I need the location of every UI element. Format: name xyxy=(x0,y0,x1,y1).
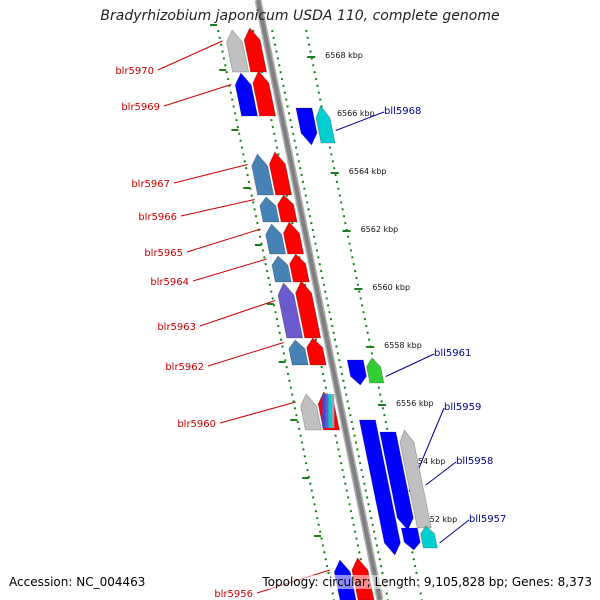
forward-gene-leader xyxy=(199,300,276,327)
forward-gene-label[interactable]: blr5956 xyxy=(214,589,253,600)
forward-gene-leader xyxy=(180,199,255,217)
forward-gene-label[interactable]: blr5963 xyxy=(157,322,196,333)
forward-gene-label[interactable]: blr5964 xyxy=(150,277,189,288)
forward-gene-arrow-blr5965 xyxy=(282,221,305,255)
forward-strand-inner xyxy=(252,29,370,600)
reverse-gene-label[interactable]: bll5957 xyxy=(469,514,506,525)
forward-gene-label[interactable]: blr5969 xyxy=(121,102,160,113)
reverse-gene-label[interactable]: bll5958 xyxy=(456,456,493,467)
gene-cluster-mark xyxy=(325,394,329,428)
scale-tick-label: 6560 kbp xyxy=(372,283,410,292)
scale-tick-label: 6562 kbp xyxy=(361,225,399,234)
forward-gene-arrow-blr5967 xyxy=(268,151,293,196)
scale-tick-label: 6556 kbp xyxy=(396,399,434,408)
reverse-gene-label[interactable]: bll5961 xyxy=(434,348,471,359)
reverse-gene-label[interactable]: bll5959 xyxy=(444,402,481,413)
forward-gene-blr5970 xyxy=(226,29,250,73)
forward-gene-arrow-blr5963 xyxy=(295,280,322,339)
reverse-gene-leader xyxy=(385,353,435,377)
topology-text: Topology: circular; Length: 9,105,828 bp… xyxy=(262,575,592,589)
scale-tick-label: 6568 kbp xyxy=(325,51,363,60)
forward-gene-leader xyxy=(157,40,223,71)
reverse-gene-blue-bll5958 xyxy=(379,431,414,531)
gene-cluster-mark xyxy=(331,394,335,428)
forward-gene-blr5969 xyxy=(234,72,259,117)
forward-gene-label[interactable]: blr5960 xyxy=(177,419,216,430)
forward-gene-leader xyxy=(163,84,232,107)
forward-gene-arrow-blr5969 xyxy=(252,70,277,117)
forward-gene-label[interactable]: blr5967 xyxy=(131,179,170,190)
reverse-gene-bll5959 xyxy=(358,419,401,556)
forward-gene-leader xyxy=(192,258,267,282)
forward-gene-leader xyxy=(207,342,284,367)
scale-tick-label: 6554 kbp xyxy=(408,457,446,466)
accession-text: Accession: NC_004463 xyxy=(9,575,146,589)
forward-gene-arrow-blr5970 xyxy=(243,27,268,73)
reverse-gene-blue-bll5961 xyxy=(346,359,367,386)
forward-gene-arrow-blr5962 xyxy=(306,337,327,366)
reverse-gene-blue-bll5968 xyxy=(295,107,318,146)
gene-cluster-mark xyxy=(328,394,332,428)
backbone xyxy=(256,0,382,600)
reverse-gene-bll5957 xyxy=(420,525,438,549)
scale-tick-label: 6564 kbp xyxy=(349,167,387,176)
forward-gene-blr5967 xyxy=(251,153,275,196)
forward-gene-label[interactable]: blr5965 xyxy=(144,248,183,259)
forward-gene-arrow-blr5964 xyxy=(289,253,310,283)
forward-gene-label[interactable]: blr5970 xyxy=(115,66,154,77)
forward-gene-leader xyxy=(173,164,248,184)
scale-tick-label: 6558 kbp xyxy=(384,341,422,350)
forward-strand-outer xyxy=(217,29,335,600)
forward-gene-label[interactable]: blr5966 xyxy=(138,212,177,223)
forward-gene-leader xyxy=(186,228,261,253)
forward-gene-blr5960 xyxy=(300,393,322,431)
forward-gene-blr5966 xyxy=(259,196,280,223)
reverse-gene-leader xyxy=(439,519,470,544)
reverse-gene-leader xyxy=(425,461,457,486)
scale-tick-label: 6566 kbp xyxy=(337,109,375,118)
forward-gene-leader xyxy=(219,401,296,424)
reverse-gene-leader xyxy=(335,111,385,131)
reverse-gene-bll5958 xyxy=(399,429,432,529)
reverse-strand-inner xyxy=(271,29,389,600)
scale-tick-label: 6552 kbp xyxy=(420,515,458,524)
forward-gene-blr5965 xyxy=(265,223,287,255)
reverse-gene-blue-bll5957 xyxy=(400,527,421,551)
reverse-gene-bll5961 xyxy=(366,357,385,384)
forward-gene-label[interactable]: blr5962 xyxy=(165,362,204,373)
reverse-gene-bll5968 xyxy=(315,105,336,144)
forward-gene-blr5963 xyxy=(277,282,304,339)
reverse-gene-label[interactable]: bll5968 xyxy=(384,106,421,117)
gene-cluster-mark xyxy=(322,394,326,428)
map-title: Bradyrhizobium japonicum USDA 110, compl… xyxy=(100,8,500,24)
forward-gene-blr5964 xyxy=(271,255,292,283)
forward-gene-arrow-blr5966 xyxy=(277,194,298,223)
forward-gene-blr5962 xyxy=(288,339,309,366)
